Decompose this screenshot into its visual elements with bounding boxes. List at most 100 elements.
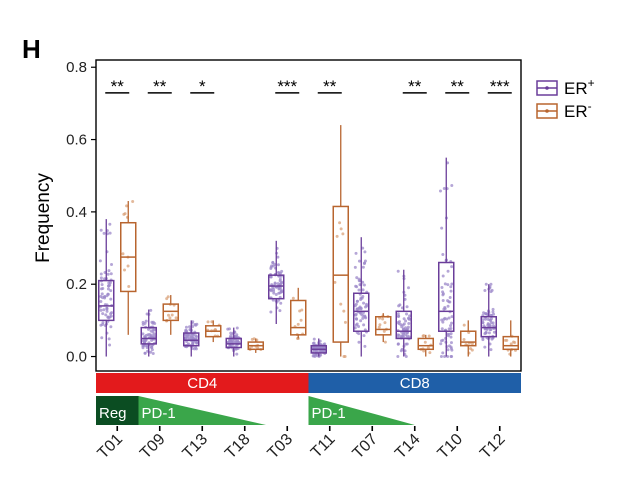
jitter-point: [362, 283, 366, 287]
jitter-point: [105, 309, 109, 313]
jitter-point: [404, 326, 408, 330]
jitter-point: [110, 311, 114, 315]
x-tick-label: T07: [350, 431, 382, 463]
jitter-point: [234, 347, 238, 351]
jitter-point: [365, 304, 369, 308]
jitter-point: [438, 189, 442, 193]
x-tick-label: T14: [392, 431, 424, 463]
jitter-point: [105, 294, 109, 298]
jitter-point: [272, 287, 276, 291]
jitter-point: [143, 351, 147, 355]
jitter-point: [300, 308, 304, 312]
x-tick-label: T11: [308, 431, 339, 462]
legend-label-er-pos: ER+: [564, 76, 595, 98]
jitter-point: [192, 347, 196, 351]
jitter-point: [470, 348, 474, 352]
jitter-point: [145, 312, 149, 316]
y-tick-label: 0.0: [66, 349, 87, 366]
jitter-point: [106, 287, 110, 291]
jitter-point: [109, 289, 113, 293]
x-tick-label: T10: [435, 431, 467, 463]
jitter-point: [150, 320, 154, 324]
jitter-point: [99, 308, 103, 312]
box-er-neg-T03: [290, 287, 307, 340]
jitter-point: [382, 329, 386, 333]
jitter-point: [191, 325, 195, 329]
jitter-point: [440, 285, 444, 289]
x-tick-label: T12: [477, 431, 509, 463]
jitter-point: [383, 340, 387, 344]
significance-stars: ***: [490, 77, 510, 96]
box-er-neg-T09: [162, 295, 179, 335]
jitter-point: [127, 284, 131, 288]
jitter-point: [442, 187, 446, 191]
jitter-point: [441, 274, 445, 278]
jitter-point: [428, 351, 432, 355]
box-iqr: [460, 330, 477, 347]
jitter-point: [123, 268, 127, 272]
legend-key-dot: [545, 109, 549, 113]
jitter-point: [407, 286, 411, 290]
jitter-point: [441, 299, 445, 303]
jitter-point: [481, 318, 485, 322]
annotation-label-pd1: PD-1: [142, 405, 176, 422]
jitter-point: [338, 221, 342, 225]
jitter-point: [491, 310, 495, 314]
jitter-point: [152, 328, 156, 332]
box-iqr: [332, 205, 349, 343]
box-iqr: [375, 316, 392, 336]
jitter-point: [361, 246, 365, 250]
jitter-point: [312, 337, 316, 341]
jitter-point: [195, 335, 199, 339]
jitter-point: [342, 309, 346, 313]
jitter-point: [447, 300, 451, 304]
jitter-point: [396, 269, 400, 273]
jitter-point: [439, 342, 443, 346]
jitter-point: [151, 351, 155, 355]
jitter-point: [396, 342, 400, 346]
jitter-point: [343, 320, 347, 324]
jitter-point: [99, 323, 103, 327]
significance-stars: **: [408, 77, 422, 96]
jitter-point: [150, 348, 154, 352]
box-er-pos-T18: [225, 326, 242, 357]
jitter-point: [353, 326, 357, 330]
jitter-point: [449, 332, 453, 336]
jitter-point: [174, 316, 178, 320]
box-er-neg-T11: [332, 125, 349, 359]
jitter-point: [235, 326, 239, 330]
jitter-point: [341, 232, 345, 236]
jitter-point: [483, 332, 487, 336]
jitter-point: [491, 321, 495, 325]
jitter-point: [440, 339, 444, 343]
box-iqr: [353, 292, 370, 332]
jitter-point: [489, 282, 493, 286]
jitter-point: [509, 342, 513, 346]
significance-stars: *: [199, 77, 206, 96]
box-er-neg-T14: [417, 334, 434, 357]
jitter-point: [406, 325, 410, 329]
jitter-point: [269, 310, 273, 314]
jitter-point: [166, 295, 170, 299]
jitter-point: [449, 324, 453, 328]
plot-area: [95, 59, 522, 372]
jitter-point: [109, 272, 113, 276]
jitter-point: [405, 342, 409, 346]
legend: ER+ER-: [536, 76, 595, 121]
jitter-point: [423, 340, 427, 344]
box-iqr: [480, 316, 497, 338]
jitter-point: [206, 320, 210, 324]
jitter-point: [99, 276, 103, 280]
significance-stars: **: [323, 77, 337, 96]
group-label-cd4: CD4: [187, 375, 217, 392]
jitter-point: [443, 316, 447, 320]
jitter-point: [383, 321, 387, 325]
jitter-point: [492, 330, 496, 334]
jitter-point: [229, 331, 233, 335]
jitter-point: [399, 349, 403, 353]
jitter-point: [446, 283, 450, 287]
jitter-point: [362, 323, 366, 327]
jitter-point: [278, 309, 282, 313]
jitter-point: [146, 333, 150, 337]
jitter-point: [108, 343, 112, 347]
